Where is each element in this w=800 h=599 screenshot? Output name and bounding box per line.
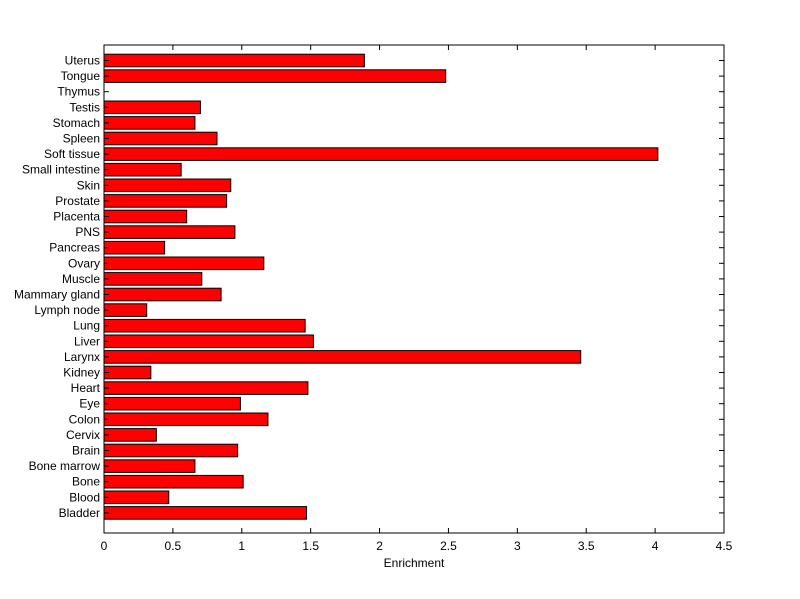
- x-tick-label: 0.5: [165, 539, 182, 553]
- x-tick-label: 4: [652, 539, 659, 553]
- y-tick-label: Mammary gland: [14, 288, 100, 302]
- x-tick-label: 1.5: [302, 539, 319, 553]
- plot-frame: [103, 44, 725, 534]
- bar: [103, 428, 157, 442]
- y-tick-label: Testis: [69, 100, 100, 114]
- bar: [103, 459, 196, 473]
- y-tick-label: Bone marrow: [29, 459, 101, 473]
- x-tick-label: 1: [238, 539, 245, 553]
- y-tick-label: Spleen: [63, 132, 100, 146]
- bar: [103, 443, 239, 458]
- y-tick-label: Muscle: [62, 272, 100, 286]
- bar: [103, 365, 152, 380]
- y-tick-label: Ovary: [68, 256, 100, 270]
- bar: [103, 53, 365, 68]
- bar: [103, 412, 269, 427]
- y-tick-label: Kidney: [63, 366, 100, 380]
- bar: [103, 318, 306, 333]
- bar: [103, 178, 232, 193]
- y-tick-label: Colon: [69, 412, 100, 426]
- x-axis-title: Enrichment: [384, 556, 445, 570]
- y-tick-label: Blood: [69, 490, 100, 504]
- y-tick-label: Small intestine: [22, 163, 100, 177]
- bar: [103, 194, 228, 208]
- y-tick-label: Heart: [71, 381, 101, 395]
- x-tick-label: 3.5: [578, 539, 595, 553]
- y-tick-label: Lung: [73, 319, 100, 333]
- y-tick-label: Bone: [72, 475, 100, 489]
- bar: [103, 490, 170, 505]
- bar: [103, 272, 203, 286]
- y-tick-label: Skin: [77, 178, 100, 192]
- y-tick-label: PNS: [75, 225, 100, 239]
- y-tick-label: Lymph node: [34, 303, 100, 317]
- y-tick-label: Liver: [74, 334, 100, 348]
- bar: [103, 240, 166, 255]
- bar: [103, 350, 582, 364]
- y-tick-label: Larynx: [64, 350, 100, 364]
- bar: [103, 225, 236, 239]
- y-tick-label: Cervix: [66, 428, 100, 442]
- bar: [103, 147, 659, 161]
- bar: [103, 303, 148, 317]
- y-tick-label: Brain: [72, 444, 100, 458]
- bar: [103, 474, 244, 489]
- bar: [103, 396, 241, 411]
- bar: [103, 209, 188, 224]
- y-tick-label: Bladder: [59, 506, 100, 520]
- bar: [103, 162, 182, 177]
- bar: [103, 100, 201, 115]
- bar: [103, 131, 218, 146]
- bar: [103, 116, 196, 130]
- x-tick-label: 0: [101, 539, 108, 553]
- bar: [103, 334, 314, 349]
- y-tick-label: Soft tissue: [44, 147, 100, 161]
- y-tick-label: Prostate: [55, 194, 100, 208]
- bar: [103, 506, 308, 520]
- bar: [103, 256, 265, 271]
- y-tick-label: Pancreas: [49, 241, 100, 255]
- bar: [103, 69, 447, 83]
- bar: [103, 287, 222, 302]
- x-tick-label: 2: [376, 539, 383, 553]
- x-tick-label: 3: [514, 539, 521, 553]
- x-ticks-group: 0 0.5 1 1.5 2 2.5 3 3.5 4 4.5: [101, 45, 733, 553]
- bar: [103, 381, 309, 395]
- y-tick-label: Stomach: [53, 116, 100, 130]
- y-tick-label: Tongue: [61, 69, 101, 83]
- y-tick-label: Eye: [79, 397, 100, 411]
- y-tick-label: Uterus: [65, 54, 100, 68]
- x-tick-label: 2.5: [440, 539, 457, 553]
- x-tick-label: 4.5: [716, 539, 733, 553]
- y-tick-label: Thymus: [57, 85, 100, 99]
- y-tick-label: Placenta: [53, 210, 100, 224]
